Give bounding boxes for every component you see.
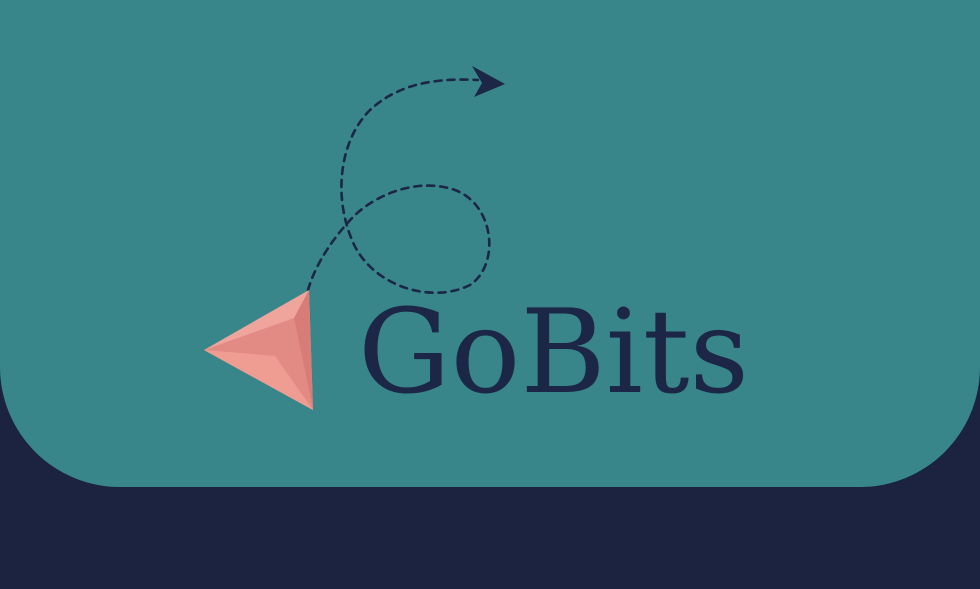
dashed-flight-path-icon: [306, 78, 491, 294]
brand-name: GoBits: [358, 285, 749, 420]
arrowhead-icon: [472, 66, 505, 97]
paper-plane-icon: [204, 290, 313, 410]
gobits-logo: GoBits: [204, 66, 749, 420]
logo-panel: GoBits: [0, 0, 980, 487]
